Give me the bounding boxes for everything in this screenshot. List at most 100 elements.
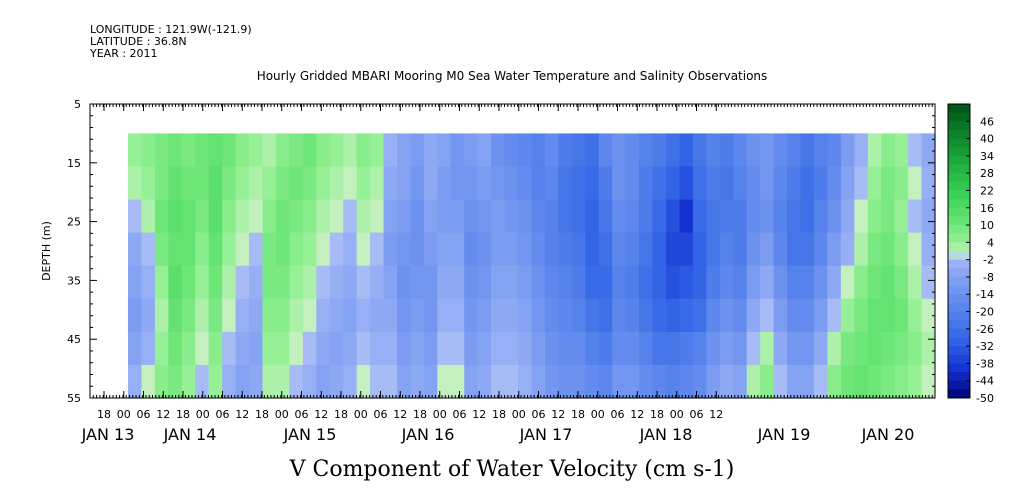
colorbar-label: 16 [980, 202, 994, 215]
heatmap-cell [356, 331, 371, 366]
heatmap-cell [639, 364, 654, 399]
heatmap-cell [141, 331, 156, 366]
x-hour-label: 00 [354, 408, 368, 421]
colorbar-label: 22 [980, 184, 994, 197]
colorbar-swatch [948, 190, 970, 200]
colorbar-label: -20 [976, 306, 994, 319]
heatmap-cell [921, 133, 936, 168]
heatmap-cell [383, 199, 398, 234]
heatmap-cell [289, 199, 304, 234]
heatmap-cell [504, 265, 519, 300]
heatmap-cell [585, 199, 600, 234]
y-axis-labels: 5 15 25 35 45 55 [67, 98, 81, 405]
colorbar-swatch [948, 276, 970, 287]
heatmap-cell [518, 298, 533, 333]
heatmap-cell [383, 331, 398, 366]
heatmap-cell [639, 331, 654, 366]
heatmap-cell [195, 232, 210, 267]
heatmap-cell [181, 364, 196, 399]
heatmap-cell [813, 133, 828, 168]
heatmap-cell [289, 331, 304, 366]
heatmap-cell [370, 364, 385, 399]
heatmap-cell [222, 331, 237, 366]
heatmap-cell [154, 298, 169, 333]
heatmap-cell [450, 199, 465, 234]
x-hour-label: 18 [413, 408, 427, 421]
heatmap-cell [275, 199, 290, 234]
heatmap-cell [235, 298, 250, 333]
heatmap-cell [289, 133, 304, 168]
heatmap-cell [437, 298, 452, 333]
heatmap-cell [881, 265, 896, 300]
heatmap-cell [894, 364, 909, 399]
x-hour-label: 00 [196, 408, 210, 421]
heatmap-cell [692, 331, 707, 366]
heatmap-cell [544, 331, 559, 366]
x-hour-label: 06 [611, 408, 625, 421]
latitude-text: LATITUDE : 36.8N [90, 35, 187, 48]
heatmap-cell [908, 199, 923, 234]
heatmap-cell [867, 166, 882, 201]
heatmap-cell [558, 199, 573, 234]
heatmap-cell [692, 133, 707, 168]
heatmap-cell [746, 364, 761, 399]
heatmap-cell [383, 298, 398, 333]
heatmap-cell [450, 364, 465, 399]
heatmap-cell [208, 133, 223, 168]
heatmap-cell [329, 331, 344, 366]
colorbar-swatch [948, 242, 970, 252]
colorbar-swatch [948, 320, 970, 330]
heatmap-cell [854, 133, 869, 168]
heatmap-cell [585, 232, 600, 267]
heatmap-cell [652, 133, 667, 168]
colorbar-label: -38 [976, 357, 994, 370]
x-day-label: JAN 19 [757, 425, 811, 444]
heatmap-cell [222, 265, 237, 300]
heatmap-cell [168, 166, 183, 201]
heatmap-cell [773, 232, 788, 267]
x-hour-label: 18 [334, 408, 348, 421]
heatmap-cell [800, 265, 815, 300]
heatmap-cell [894, 166, 909, 201]
heatmap-cell [491, 364, 506, 399]
heatmap-cell [343, 265, 358, 300]
heatmap-cell [262, 364, 277, 399]
heatmap-cell [571, 199, 586, 234]
heatmap-cell [504, 133, 519, 168]
colorbar-label: -32 [976, 340, 994, 353]
heatmap-cell [679, 199, 694, 234]
heatmap-cell [477, 199, 492, 234]
heatmap-cell [639, 133, 654, 168]
heatmap-cell [302, 364, 317, 399]
colorbar-swatch [948, 285, 970, 295]
heatmap-cell [343, 331, 358, 366]
heatmap-cell [746, 166, 761, 201]
heatmap-cell [558, 364, 573, 399]
colorbar-swatch [948, 173, 970, 183]
heatmap-cell [679, 232, 694, 267]
heatmap-cell [181, 166, 196, 201]
heatmap-cell [558, 166, 573, 201]
heatmap-cell [383, 364, 398, 399]
heatmap-cell [598, 331, 613, 366]
heatmap-cell [343, 133, 358, 168]
heatmap-cell [585, 265, 600, 300]
heatmap-cell [356, 364, 371, 399]
heatmap-cell [921, 364, 936, 399]
heatmap-cell [181, 199, 196, 234]
heatmap-cell [652, 331, 667, 366]
y-tick-label: 55 [67, 392, 81, 405]
heatmap-cell [195, 331, 210, 366]
heatmap-cell [275, 232, 290, 267]
heatmap-cell [908, 133, 923, 168]
x-hour-label: 18 [571, 408, 585, 421]
heatmap-cell [141, 265, 156, 300]
heatmap-cell [477, 331, 492, 366]
heatmap-cell [854, 298, 869, 333]
heatmap-cell [612, 331, 627, 366]
heatmap-cell [706, 232, 721, 267]
heatmap-cell [625, 265, 640, 300]
heatmap-cell [423, 364, 438, 399]
heatmap-cell [518, 133, 533, 168]
heatmap-cell [625, 298, 640, 333]
